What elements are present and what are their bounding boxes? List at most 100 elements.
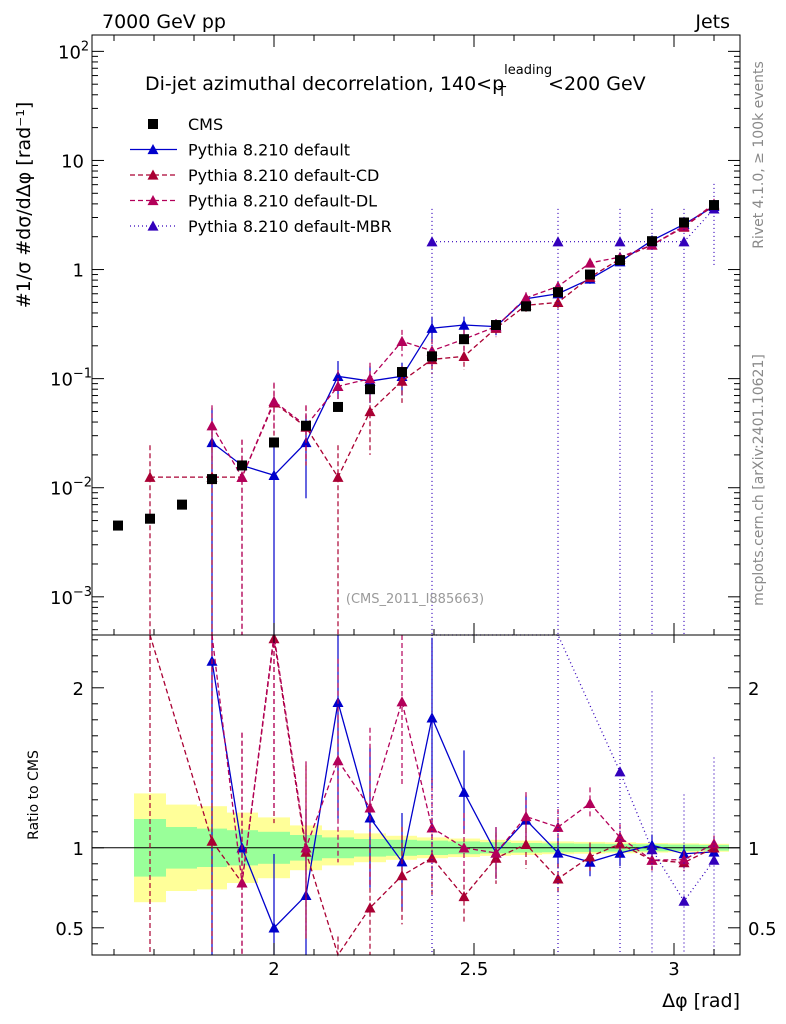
default-marker — [458, 319, 470, 330]
cms-data-point — [207, 474, 217, 485]
series-layer — [113, 183, 720, 635]
cd-marker — [144, 471, 156, 482]
cd-ratio-marker — [458, 890, 470, 902]
default-marker — [332, 370, 344, 381]
y-tick-label: 10 — [61, 151, 84, 172]
default-ratio-marker — [458, 786, 470, 797]
cms-data-point — [679, 217, 689, 228]
mbr-marker — [426, 236, 438, 247]
legend-marker-mbr — [147, 220, 159, 231]
chart-title: Di-jet azimuthal decorrelation, 140<plea… — [145, 63, 646, 100]
cms-data-point — [521, 301, 531, 312]
legend-label-default: Pythia 8.210 default — [188, 141, 350, 160]
ratio-tick-label-left: 1 — [73, 839, 84, 860]
ratio-tick-label-left: 2 — [73, 679, 84, 700]
cms-data-point — [491, 320, 501, 331]
cms-data-point — [427, 351, 437, 362]
legend-marker-cms — [148, 119, 158, 129]
mbr-marker — [678, 236, 690, 247]
cms-data-point — [365, 384, 375, 395]
dl-marker — [236, 471, 248, 482]
cms-data-point — [301, 420, 311, 431]
cms-data-point — [333, 401, 343, 412]
cd-ratio-marker — [520, 838, 532, 849]
dl-marker — [396, 335, 408, 346]
cms-data-point — [397, 367, 407, 378]
dl-ratio-marker — [552, 821, 564, 832]
dl-ratio-marker — [520, 810, 532, 822]
title-subscript: T — [497, 85, 506, 100]
rivet-version-label: Rivet 4.1.0, ≥ 100k events — [751, 61, 767, 249]
mbr-ratio-marker — [708, 854, 720, 865]
dl-ratio-marker — [708, 838, 720, 849]
default-ratio-marker — [614, 847, 626, 858]
dl-marker — [206, 420, 218, 431]
dl-ratio-marker — [364, 802, 376, 813]
mbr-marker — [614, 236, 626, 247]
dl-marker — [584, 257, 596, 268]
cms-data-point — [237, 460, 247, 471]
dl-ratio-marker — [236, 877, 248, 888]
cd-marker — [332, 471, 344, 482]
cms-data-point — [145, 513, 155, 524]
title-main: Di-jet azimuthal decorrelation, 140<p — [145, 73, 504, 95]
cd-line — [150, 204, 715, 479]
cd-ratio-marker — [584, 851, 596, 862]
cms-data-point — [269, 437, 279, 448]
cd-marker — [364, 405, 376, 417]
dl-ratio-marker — [458, 842, 470, 853]
legend-label-mbr: Pythia 8.210 default-MBR — [188, 217, 392, 236]
dl-ratio-marker — [584, 797, 596, 809]
mbr-marker — [552, 236, 564, 247]
dl-ratio-marker — [300, 842, 312, 853]
svg-text:mcplots.cern.ch [arXiv:2401.10: mcplots.cern.ch [arXiv:2401.10621] — [751, 354, 767, 606]
legend-marker-dl — [147, 195, 159, 206]
cms-data-point — [585, 269, 595, 280]
ratio-tick-label-right: 1 — [748, 839, 759, 860]
cms-data-point — [615, 255, 625, 266]
cd-marker — [552, 296, 564, 308]
svg-text:Rivet 4.1.0, ≥ 100k events: Rivet 4.1.0, ≥ 100k events — [751, 61, 767, 249]
ratio-tick-label-right: 0.5 — [748, 919, 777, 940]
header-right: Jets — [694, 11, 730, 33]
svg-text:Ratio to CMS: Ratio to CMS — [26, 750, 42, 840]
cms-data-point — [459, 334, 469, 345]
y-tick-label: 10−1 — [50, 367, 92, 391]
mbr-ratio-marker — [678, 895, 690, 906]
dl-ratio-marker — [332, 755, 344, 766]
y-tick-label: 10−3 — [50, 585, 92, 609]
cms-data-point — [709, 200, 719, 211]
default-ratio-marker — [426, 712, 438, 723]
mbr-ratio-marker — [614, 766, 626, 777]
cd-ratio-marker — [552, 873, 564, 884]
header-left: 7000 GeV pp — [102, 11, 226, 33]
analysis-watermark: (CMS_2011_I885663) — [346, 592, 484, 607]
axis-ticks: 2 2.5 3 10−3 10−2 10−1 1 10 102 0.5 0.5 1 1 2 2 — [50, 35, 777, 980]
y-axis-label-text: #1/σ #dσ/dΔφ [rad⁻¹] — [13, 102, 35, 309]
cd-marker — [396, 375, 408, 386]
ratio-tick-label-left: 0.5 — [55, 919, 84, 940]
title-superscript: leading — [504, 63, 552, 78]
ratio-tick-label-right: 2 — [748, 679, 759, 700]
dl-ratio-marker — [490, 847, 502, 858]
default-marker — [268, 469, 280, 480]
cd-ratio-marker — [364, 902, 376, 913]
x-tick-label: 3 — [668, 959, 679, 980]
cms-data-point — [177, 499, 187, 510]
cms-data-point — [113, 520, 123, 531]
dl-marker — [268, 395, 280, 406]
mbr-ratio-marker — [646, 844, 658, 855]
y-tick-label: 1 — [73, 261, 84, 282]
ratio-frame — [91, 634, 741, 956]
y-tick-label: 10−2 — [50, 476, 92, 500]
y-tick-label: 102 — [58, 39, 89, 63]
y-axis-label: #1/σ #dσ/dΔφ [rad⁻¹] — [13, 102, 35, 309]
legend-marker-default — [147, 144, 159, 155]
cd-ratio-marker — [206, 835, 218, 846]
legend-label-dl: Pythia 8.210 default-DL — [188, 192, 377, 211]
ratio-y-axis-label: Ratio to CMS — [26, 750, 42, 840]
legend-label-cd: Pythia 8.210 default-CD — [188, 166, 379, 185]
cms-data-point — [553, 287, 563, 298]
legend: CMS Pythia 8.210 default Pythia 8.210 defa… — [130, 115, 392, 236]
